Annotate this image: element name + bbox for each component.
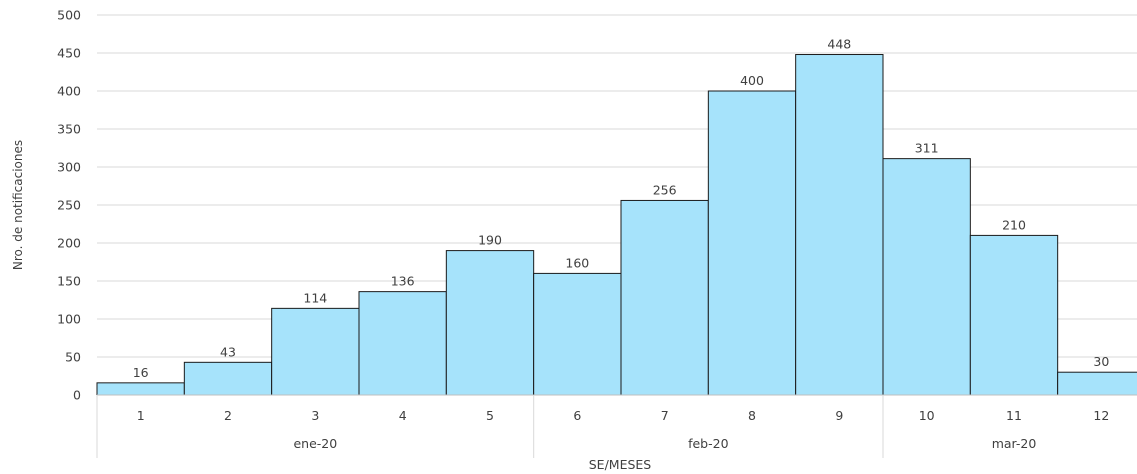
bar-value-label: 16 [133, 365, 149, 380]
gridlines [97, 14, 1137, 358]
x-group-label: ene-20 [293, 436, 337, 451]
y-tick-label: 450 [57, 46, 81, 61]
y-tick-label: 500 [57, 8, 81, 23]
y-tick-label: 100 [57, 312, 81, 327]
y-tick-label: 350 [57, 122, 81, 137]
y-axis-label: Nro. de notificaciones [11, 140, 25, 270]
bar [358, 291, 447, 396]
bar-value-label: 30 [1093, 354, 1109, 369]
x-tick-label: 11 [1006, 408, 1022, 423]
y-tick-label: 400 [57, 84, 81, 99]
bar [882, 158, 971, 396]
x-tick-label: 3 [311, 408, 319, 423]
bar-value-label: 256 [653, 182, 677, 197]
bar [183, 361, 273, 396]
bar [445, 250, 535, 396]
x-group-label: feb-20 [688, 436, 728, 451]
x-tick-label: 6 [573, 408, 581, 423]
y-tick-label: 0 [73, 388, 81, 403]
x-tick-label: 2 [224, 408, 232, 423]
bar-value-label: 400 [740, 73, 764, 88]
y-tick-label: 150 [57, 274, 81, 289]
x-tick-label: 10 [919, 408, 935, 423]
x-axis-label: SE/MESES [589, 457, 652, 472]
x-group-label: mar-20 [992, 436, 1037, 451]
y-tick-label: 50 [65, 350, 81, 365]
bar-value-label: 311 [915, 141, 939, 156]
bar-value-label: 114 [303, 290, 327, 305]
bar-value-label: 210 [1002, 217, 1026, 232]
x-tick-label: 7 [661, 408, 669, 423]
x-tick-label: 8 [748, 408, 756, 423]
x-tick-label: 4 [399, 408, 407, 423]
bar [271, 307, 360, 396]
bar [707, 90, 797, 396]
bar [620, 199, 709, 396]
value-labels: 16 43 114 136 190 160 256 400 448 311 210 30 [133, 37, 1110, 380]
x-tick-label: 1 [137, 408, 145, 423]
y-tick-label: 200 [57, 236, 81, 251]
bars [96, 54, 1137, 396]
bar [533, 272, 622, 396]
bar-value-label: 43 [220, 344, 236, 359]
x-tick-label: 9 [835, 408, 843, 423]
bar [1057, 371, 1137, 396]
bar-value-label: 190 [478, 233, 502, 248]
x-tick-label: 5 [486, 408, 494, 423]
x-tick-label: 12 [1093, 408, 1109, 423]
bar-value-label: 136 [391, 274, 415, 289]
y-axis: 0 50 100 150 200 250 300 350 400 450 500 [57, 8, 81, 403]
y-tick-label: 300 [57, 160, 81, 175]
bar [795, 54, 884, 396]
bar [96, 382, 185, 396]
y-tick-label: 250 [57, 198, 81, 213]
bar [969, 234, 1059, 396]
bar-value-label: 160 [565, 255, 589, 270]
bar-value-label: 448 [827, 37, 851, 52]
